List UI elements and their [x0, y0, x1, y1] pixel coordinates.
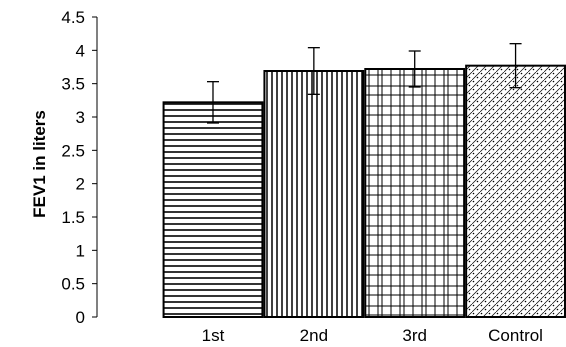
- x-tick-label: Control: [488, 326, 543, 345]
- y-tick-label: 2.5: [61, 141, 85, 160]
- y-tick-label: 3: [76, 108, 85, 127]
- x-axis: 1st 2nd 3rd Control: [202, 326, 543, 345]
- y-axis-label: FEV1 in liters: [30, 110, 49, 218]
- y-tick-label: 1.5: [61, 208, 85, 227]
- error-bars: [206, 43, 522, 124]
- bars: [162, 64, 566, 319]
- y-tick-label: 1: [76, 241, 85, 260]
- y-tick-label: 0.5: [61, 275, 85, 294]
- x-tick-label: 1st: [202, 326, 225, 345]
- bar-control: [465, 64, 566, 318]
- bar-1st: [162, 101, 264, 319]
- y-tick-label: 2: [76, 175, 85, 194]
- y-tick-label: 4.5: [61, 8, 85, 27]
- bar-2nd: [263, 70, 365, 318]
- y-tick-label: 0: [76, 308, 85, 327]
- y-tick-label: 3.5: [61, 75, 85, 94]
- x-tick-label: 3rd: [402, 326, 427, 345]
- x-tick-label: 2nd: [300, 326, 328, 345]
- bar-3rd: [364, 68, 466, 318]
- y-axis: 0 0.5 1 1.5 2 2.5 3 3.5 4 4.5: [61, 8, 98, 327]
- y-tick-label: 4: [76, 41, 85, 60]
